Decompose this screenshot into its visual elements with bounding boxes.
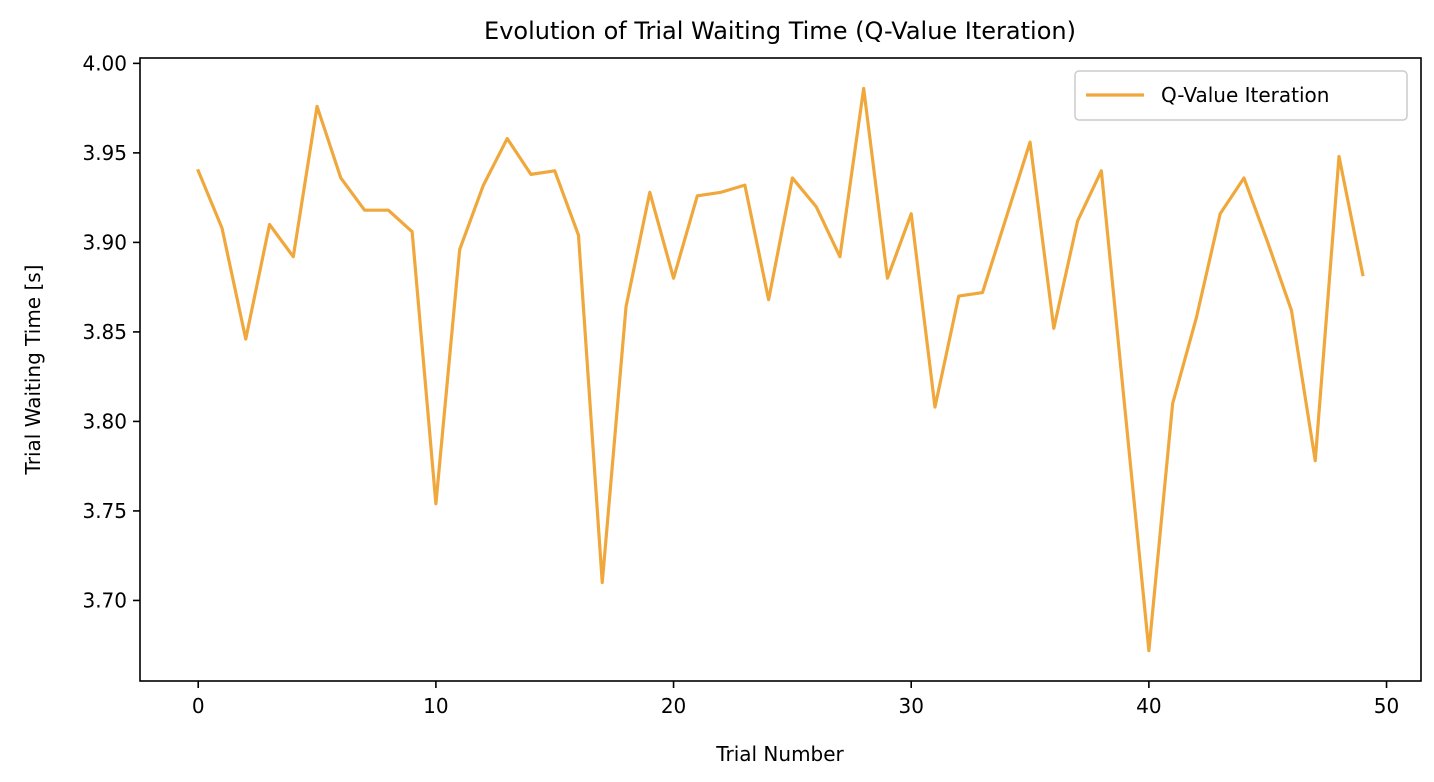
x-tick-label: 0 bbox=[192, 694, 205, 718]
plot-area bbox=[196, 86, 1365, 653]
y-tick-label: 3.90 bbox=[82, 230, 127, 254]
x-tick-label: 40 bbox=[1136, 694, 1161, 718]
x-axis: 0 10 20 30 40 50 bbox=[192, 681, 1399, 718]
series-line-0 bbox=[196, 86, 1365, 653]
legend: Q-Value Iteration bbox=[1074, 70, 1408, 121]
y-tick-label: 3.80 bbox=[82, 409, 127, 433]
x-tick-label: 30 bbox=[898, 694, 923, 718]
y-axis: 3.70 3.75 3.80 3.85 3.90 3.95 4.00 bbox=[82, 51, 140, 612]
chart-title: Evolution of Trial Waiting Time (Q-Value… bbox=[484, 17, 1076, 45]
x-tick-label: 10 bbox=[423, 694, 448, 718]
plot-frame bbox=[139, 57, 1422, 682]
y-tick-label: 3.85 bbox=[82, 320, 127, 344]
y-tick-label: 3.95 bbox=[82, 141, 127, 165]
x-axis-title: Trial Number bbox=[715, 742, 844, 766]
x-tick-label: 20 bbox=[661, 694, 686, 718]
x-tick-label: 50 bbox=[1374, 694, 1399, 718]
y-tick-label: 4.00 bbox=[82, 51, 127, 75]
legend-box bbox=[1074, 70, 1408, 121]
y-tick-label: 3.75 bbox=[82, 499, 127, 523]
y-axis-title: Trial Waiting Time [s] bbox=[21, 265, 45, 476]
legend-label: Q-Value Iteration bbox=[1161, 83, 1329, 107]
y-tick-label: 3.70 bbox=[82, 588, 127, 612]
